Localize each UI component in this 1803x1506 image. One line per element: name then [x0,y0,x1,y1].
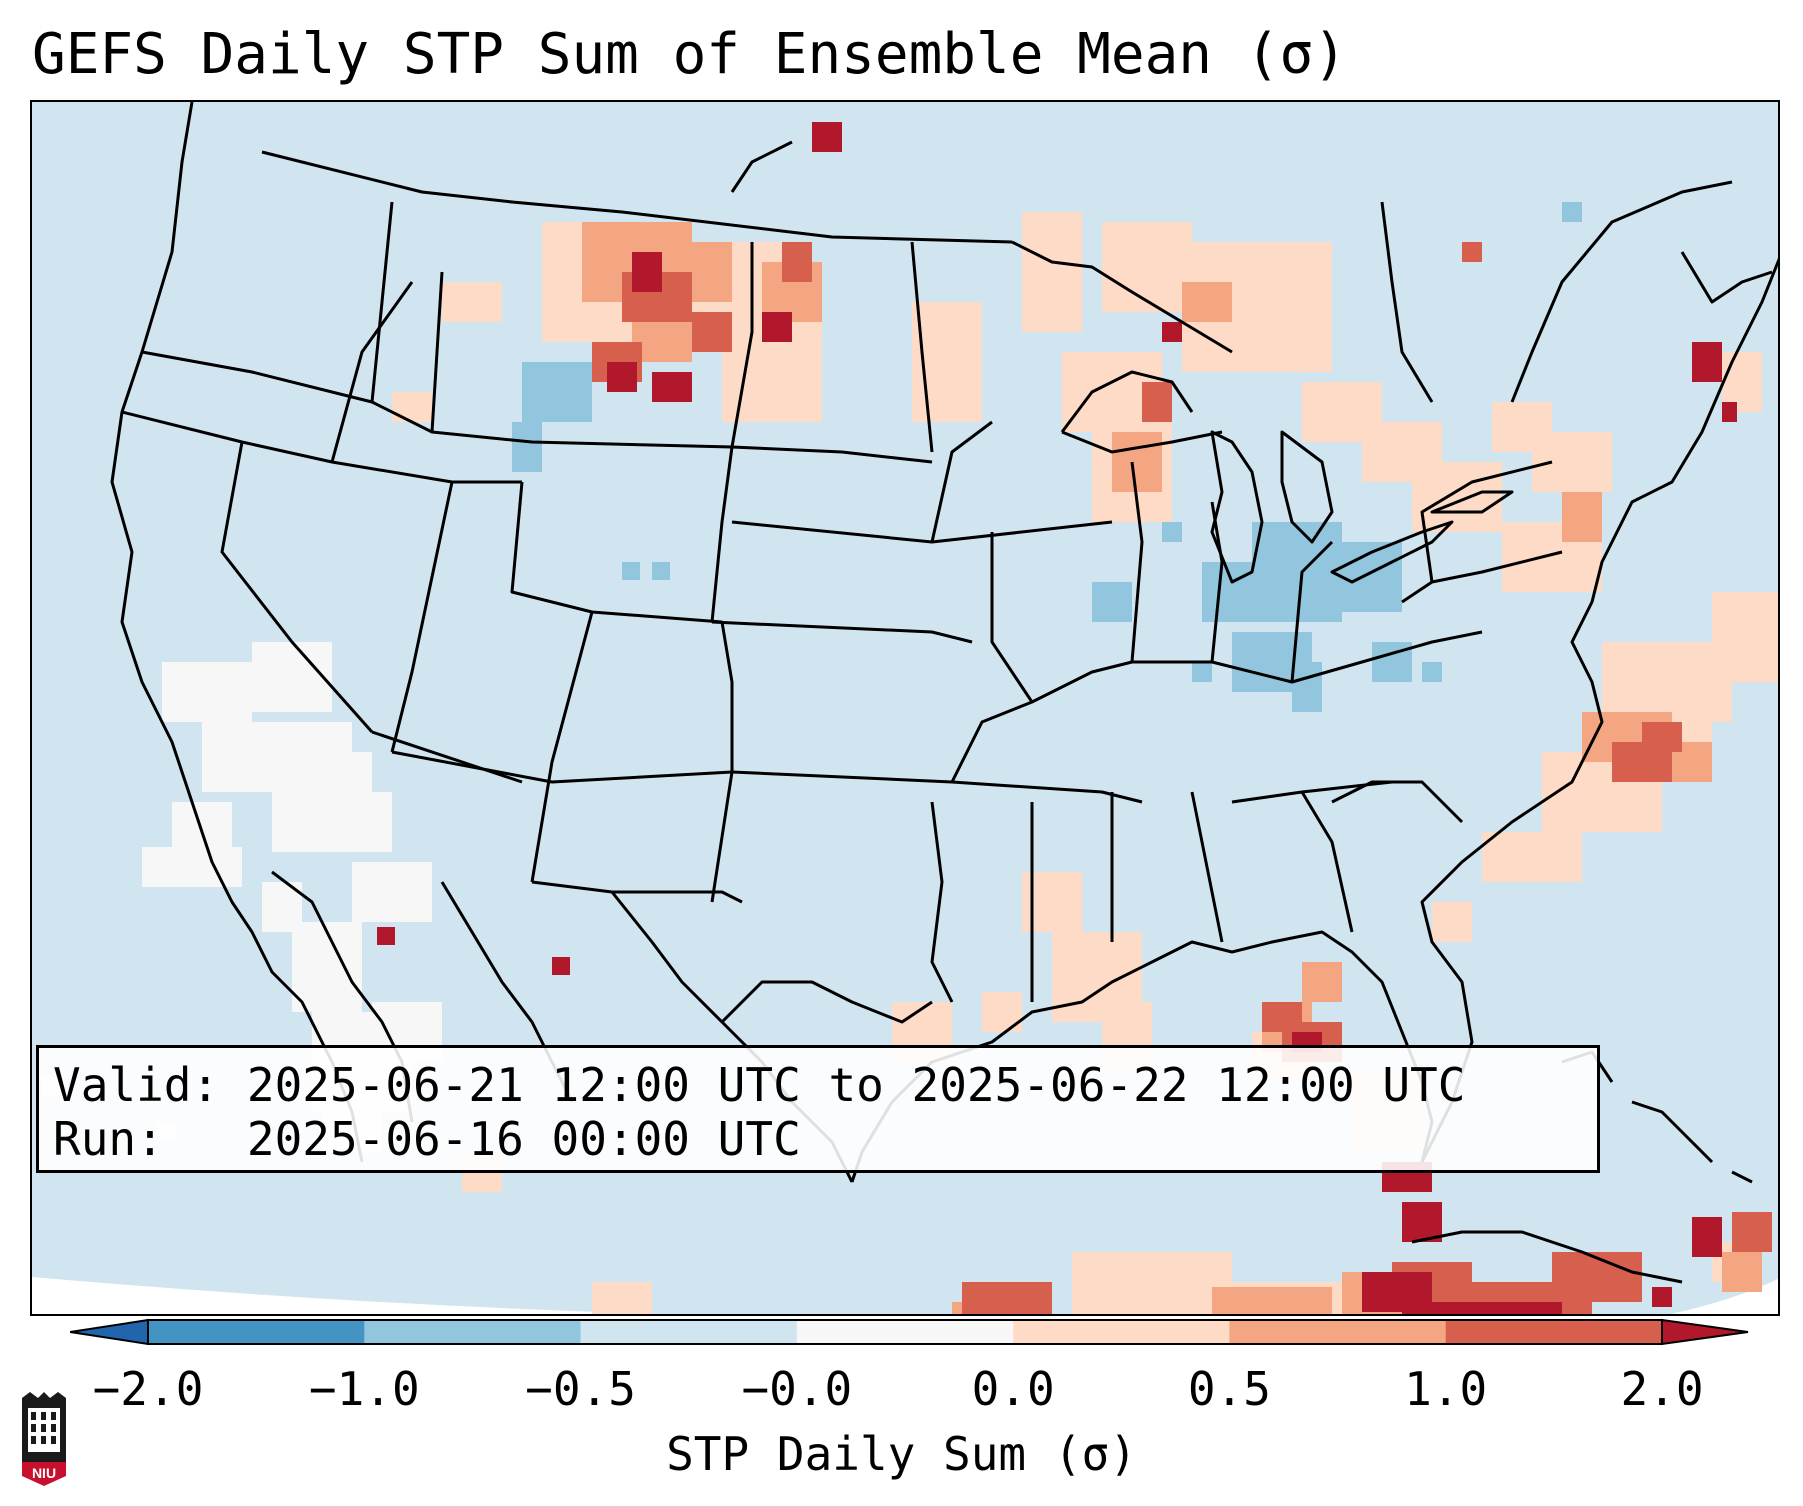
domain-edge-right [1670,1278,1778,1314]
colorbar-extend-low [70,1318,149,1346]
colorbar-tick-label: 0.0 [971,1362,1055,1416]
colorbar-extend-high [1661,1318,1749,1346]
boundaries [110,102,1778,1284]
colorbar-tick-label: −0.5 [525,1362,636,1416]
niu-logo: NIU [22,1392,66,1486]
colorbar-tick-label: 2.0 [1620,1362,1704,1416]
map-title: GEFS Daily STP Sum of Ensemble Mean (σ) [32,22,1347,87]
colorbar-tick-label: −2.0 [92,1362,204,1416]
colorbar-segment [580,1320,798,1344]
colorbar [70,1318,1749,1346]
colorbar-segment [1013,1320,1230,1344]
colorbar-segment [796,1320,1014,1344]
colorbar-segment [148,1320,365,1344]
run-line: Run: 2025-06-16 00:00 UTC [53,1112,1583,1166]
colorbar-tick-label: −1.0 [308,1362,420,1416]
run-value: 2025-06-16 00:00 UTC [246,1112,801,1166]
svg-text:NIU: NIU [32,1465,56,1481]
colorbar-label: STP Daily Sum (σ) [666,1427,1137,1481]
valid-line: Valid: 2025-06-21 12:00 UTC to 2025-06-2… [53,1058,1583,1112]
valid-run-info-box: Valid: 2025-06-21 12:00 UTC to 2025-06-2… [36,1045,1600,1173]
colorbar-segment [1229,1320,1447,1344]
run-label: Run: [53,1112,164,1166]
colorbar-segment [364,1320,582,1344]
colorbar-segment [1445,1320,1663,1344]
domain-edge [32,1277,658,1314]
valid-value: 2025-06-21 12:00 UTC to 2025-06-22 12:00… [246,1058,1466,1112]
colorbar-tick-label: −0.0 [741,1362,853,1416]
valid-label: Valid: [53,1058,220,1112]
colorbar-tick-label: 1.0 [1404,1362,1488,1416]
colorbar-tick-label: 0.5 [1187,1362,1271,1416]
